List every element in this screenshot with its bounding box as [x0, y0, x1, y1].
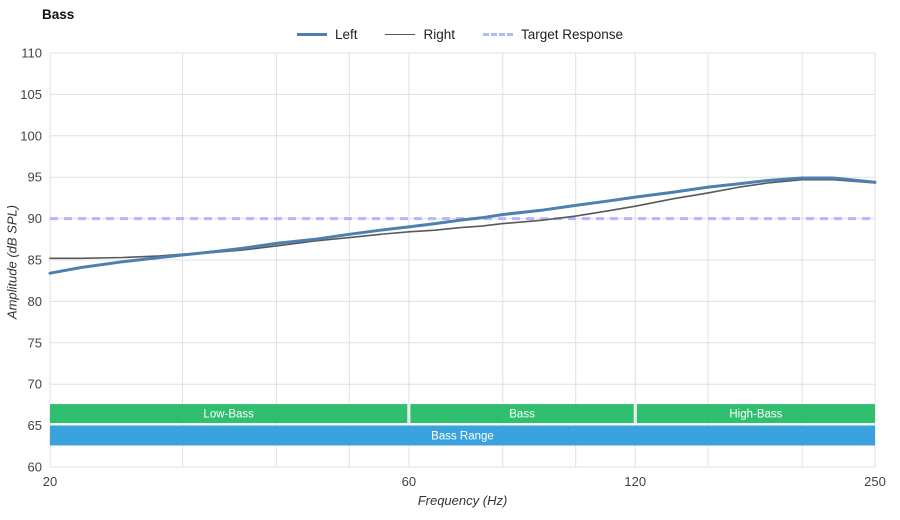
x-tick-label: 120 [624, 474, 646, 489]
y-tick-label: 80 [28, 294, 42, 309]
x-tick-label: 20 [43, 474, 57, 489]
legend-label-right: Right [423, 27, 455, 42]
y-tick-label: 75 [28, 335, 42, 350]
range-band-label: Bass Range [431, 431, 494, 443]
legend-label-left: Left [334, 27, 358, 42]
range-band-label: Bass [509, 409, 535, 421]
range-band [636, 404, 875, 424]
y-tick-label: 95 [28, 170, 42, 185]
chart-title: Bass [42, 7, 75, 22]
legend-item-target-response[interactable]: Target Response [482, 27, 624, 42]
x-tick-label: 60 [402, 474, 416, 489]
y-tick-label: 70 [28, 377, 42, 392]
y-tick-label: 100 [20, 128, 42, 143]
range-band [50, 404, 408, 424]
range-band [50, 425, 875, 446]
left-line-swatch [296, 33, 327, 36]
legend: Left Right Target Response [0, 27, 900, 42]
y-tick-label: 105 [20, 87, 42, 102]
target-response-line-swatch [482, 33, 513, 36]
legend-label-target-response: Target Response [520, 27, 624, 42]
y-axis-label: Amplitude (dB SPL) [4, 204, 20, 320]
x-axis-label: Frequency (Hz) [417, 493, 508, 508]
y-tick-label: 60 [28, 460, 42, 475]
y-tick-label: 90 [28, 211, 42, 226]
right-line-swatch [385, 34, 416, 35]
range-band-label: Low-Bass [203, 409, 254, 421]
y-tick-label: 110 [21, 46, 42, 61]
x-tick-label: 250 [864, 474, 886, 489]
y-tick-label: 85 [28, 253, 42, 268]
y-tick-label: 65 [28, 418, 42, 433]
range-band-label: High-Bass [729, 409, 782, 421]
left-response-curve [48, 176, 877, 275]
legend-item-left[interactable]: Left [296, 27, 358, 42]
legend-item-right[interactable]: Right [385, 27, 455, 42]
range-band [410, 404, 634, 424]
